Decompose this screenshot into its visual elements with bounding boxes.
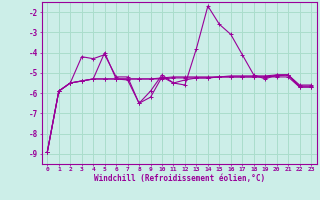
X-axis label: Windchill (Refroidissement éolien,°C): Windchill (Refroidissement éolien,°C)	[94, 174, 265, 183]
